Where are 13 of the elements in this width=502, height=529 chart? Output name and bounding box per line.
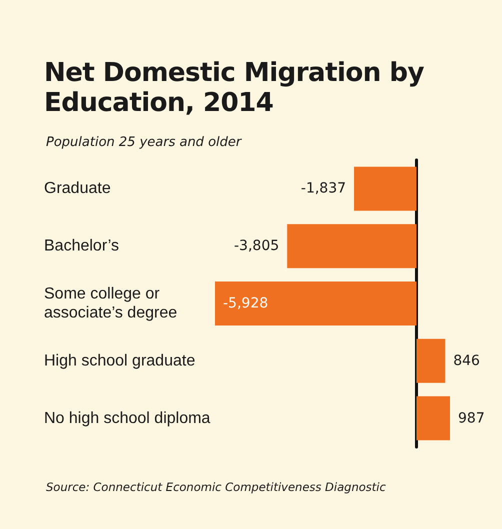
y-tick-label: Some college or associate’s degree [44, 286, 178, 322]
source-note: Source: Connecticut Economic Competitiveness Diagnostic [46, 480, 386, 494]
y-tick-label: Bachelor’s [44, 238, 120, 255]
data-label: -3,805 [234, 238, 280, 254]
y-tick-label: High school graduate [44, 352, 196, 370]
y-tick-label: No high school diploma [44, 410, 210, 427]
data-label: 987 [458, 410, 485, 426]
data-label: 846 [453, 352, 480, 369]
y-tick-label: Graduate [44, 180, 111, 198]
data-label: -1,837 [300, 180, 346, 197]
data-label: -5,928 [223, 296, 268, 312]
chart-title: Net Domestic Migration by Education, 2014 [44, 58, 425, 118]
chart-subtitle: Population 25 years and older [46, 135, 242, 150]
